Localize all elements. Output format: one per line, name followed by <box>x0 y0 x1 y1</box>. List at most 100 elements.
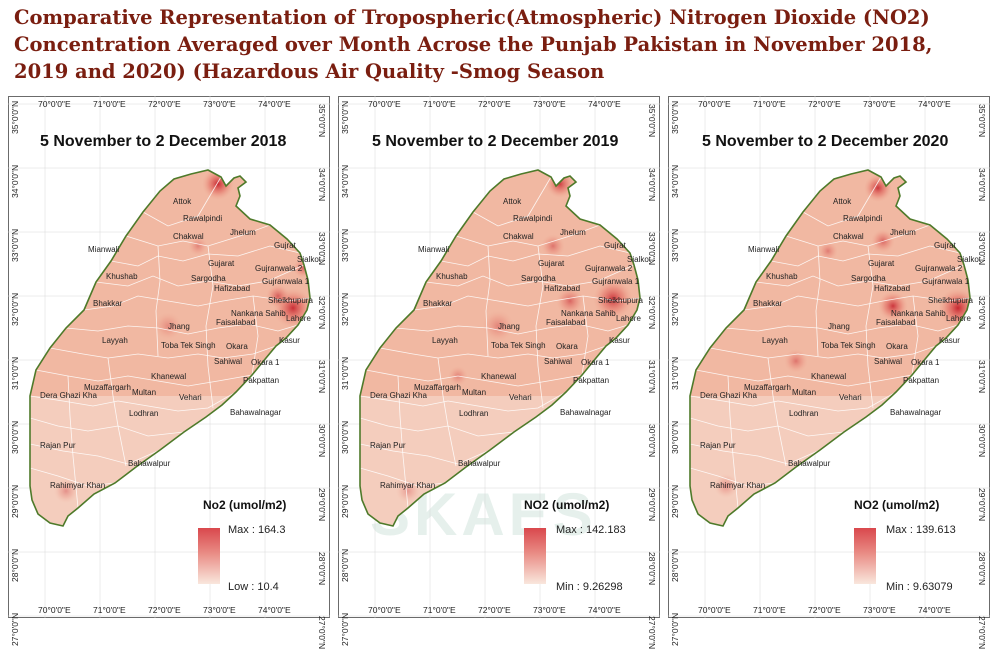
longitude-tick-label: 74°0'0"E <box>258 605 291 615</box>
legend-max-label: Max : 139.613 <box>886 524 956 536</box>
city-label: Rahimyar Khan <box>380 481 436 490</box>
city-label: Vehari <box>839 393 862 402</box>
district-boundary <box>397 375 409 509</box>
district-boundary <box>110 245 301 267</box>
city-label: Toba Tek Singh <box>821 341 876 350</box>
latitude-tick-label: 33°0'0"N <box>670 228 680 262</box>
district-boundary <box>767 357 787 467</box>
district-boundary <box>911 295 919 376</box>
district-boundary <box>360 417 515 437</box>
city-label: Gujranwala 1 <box>922 277 970 286</box>
latitude-tick-label: 27°0'0"N <box>340 612 350 646</box>
latitude-tick-label: 29°0'0"N <box>340 484 350 518</box>
city-label: Gujranwala 2 <box>255 264 303 273</box>
latitude-tick-label: 27°0'0"N <box>977 616 987 649</box>
latitude-tick-label: 34°0'0"N <box>10 164 20 198</box>
legend-min-label: Min : 9.26298 <box>556 581 623 593</box>
panel-frame <box>668 96 990 618</box>
city-label: Hafizabad <box>214 284 251 293</box>
city-label: Toba Tek Singh <box>161 341 216 350</box>
city-label: Mianwali <box>748 245 780 254</box>
latitude-tick-label: 30°0'0"N <box>10 420 20 454</box>
longitude-tick-label: 71°0'0"E <box>753 99 786 109</box>
district-boundary <box>785 224 931 247</box>
longitude-tick-label: 72°0'0"E <box>148 605 181 615</box>
district-boundary <box>30 417 185 437</box>
latitude-tick-label: 32°0'0"N <box>10 292 20 326</box>
city-label: Lahore <box>616 314 641 323</box>
city-label: Kasur <box>939 336 960 345</box>
city-label: Kasur <box>279 336 300 345</box>
longitude-tick-label: 74°0'0"E <box>588 99 621 109</box>
city-label: Dera Ghazi Kha <box>700 391 757 400</box>
district-boundary <box>35 369 253 387</box>
latitude-tick-label: 34°0'0"N <box>977 168 987 202</box>
latitude-tick-label: 34°0'0"N <box>670 164 680 198</box>
district-boundary <box>535 245 544 409</box>
title-line-1: Comparative Representation of Tropospher… <box>14 6 930 29</box>
latitude-tick-label: 31°0'0"N <box>647 360 657 394</box>
no2-hotspot <box>154 312 182 340</box>
no2-hotspot <box>761 217 779 235</box>
legend-color-ramp <box>524 528 546 584</box>
longitude-tick-label: 74°0'0"E <box>918 99 951 109</box>
city-label: Muzaffargarh <box>744 383 791 392</box>
no2-hotspot <box>818 241 838 261</box>
latitude-tick-label: 30°0'0"N <box>340 420 350 454</box>
city-label: Sheikhupura <box>268 296 313 305</box>
city-label: Khushab <box>106 272 138 281</box>
city-label: Gujrat <box>274 241 296 250</box>
city-label: Attok <box>173 197 192 206</box>
latitude-tick-label: 29°0'0"N <box>317 488 327 522</box>
latitude-tick-label: 33°0'0"N <box>340 228 350 262</box>
district-boundary <box>485 245 491 357</box>
city-label: Layyah <box>102 336 128 345</box>
no2-map <box>338 96 660 618</box>
city-label: Okara 1 <box>911 358 940 367</box>
city-label: Kasur <box>609 336 630 345</box>
city-label: Nankana Sahib <box>891 309 946 318</box>
latitude-tick-label: 29°0'0"N <box>670 484 680 518</box>
city-label: Gujarat <box>868 259 895 268</box>
latitude-tick-label: 34°0'0"N <box>340 164 350 198</box>
city-label: Bahawalpur <box>788 459 831 468</box>
city-label: Multan <box>462 388 487 397</box>
district-boundary <box>690 391 897 412</box>
city-label: Khanewal <box>151 372 187 381</box>
latitude-tick-label: 28°0'0"N <box>340 548 350 582</box>
longitude-tick-label: 70°0'0"E <box>698 605 731 615</box>
district-boundary <box>695 369 913 387</box>
longitude-tick-label: 70°0'0"E <box>698 99 731 109</box>
city-label: Bahawalnagar <box>890 408 942 417</box>
city-label: Bahawalnagar <box>230 408 282 417</box>
district-boundary <box>360 391 567 412</box>
no2-hotspot <box>482 310 514 342</box>
district-boundary <box>95 264 305 287</box>
city-label: Nankana Sahib <box>561 309 616 318</box>
no2-hotspot <box>784 349 808 373</box>
city-label: Sargodha <box>191 274 226 283</box>
city-label: Jhang <box>498 322 520 331</box>
city-label: Chakwal <box>173 232 204 241</box>
city-label: Lahore <box>286 314 311 323</box>
no2-hotspot <box>188 236 208 256</box>
latitude-tick-label: 31°0'0"N <box>670 356 680 390</box>
city-label: Bahawalnagar <box>560 408 612 417</box>
latitude-tick-label: 30°0'0"N <box>977 424 987 458</box>
latitude-tick-label: 28°0'0"N <box>977 552 987 586</box>
city-label: Gujranwala 1 <box>262 277 310 286</box>
district-boundary <box>725 323 959 335</box>
district-boundary <box>360 443 491 465</box>
city-label: Multan <box>132 388 157 397</box>
city-label: Lodhran <box>789 409 819 418</box>
city-label: Bhakkar <box>753 299 783 308</box>
city-label: Sahiwal <box>874 357 903 366</box>
latitude-tick-label: 28°0'0"N <box>317 552 327 586</box>
longitude-tick-label: 71°0'0"E <box>93 99 126 109</box>
city-label: Gujranwala 2 <box>585 264 633 273</box>
city-label: Sheikhupura <box>598 296 643 305</box>
longitude-tick-label: 71°0'0"E <box>93 605 126 615</box>
city-label: Gujarat <box>208 259 235 268</box>
city-label: Attok <box>833 197 852 206</box>
district-boundary <box>440 245 631 267</box>
